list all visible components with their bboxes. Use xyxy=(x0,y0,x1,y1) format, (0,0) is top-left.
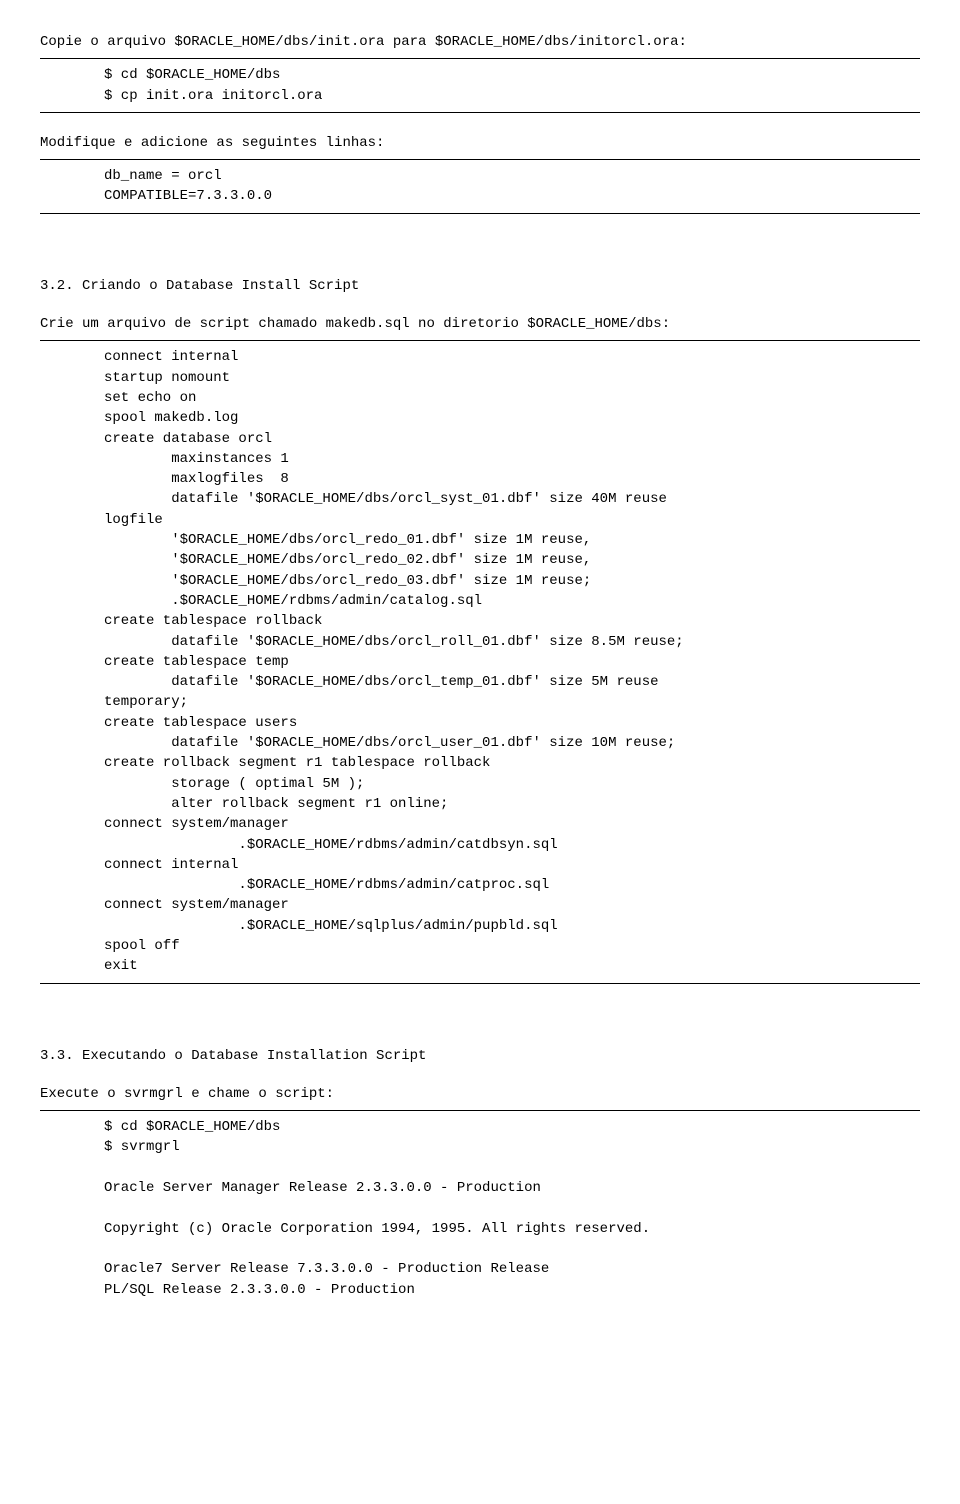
section-3-3-line: Execute o svrmgrl e chame o script: xyxy=(40,1084,920,1104)
section-3-2-line: Crie um arquivo de script chamado makedb… xyxy=(40,314,920,334)
code-block-makedb: connect internal startup nomount set ech… xyxy=(40,347,920,976)
separator xyxy=(40,1110,920,1111)
code-block-cd-cp: $ cd $ORACLE_HOME/dbs $ cp init.ora init… xyxy=(40,65,920,106)
code-block-svrmgrl: $ cd $ORACLE_HOME/dbs $ svrmgrl Oracle S… xyxy=(40,1117,920,1300)
intro-copy-line: Copie o arquivo $ORACLE_HOME/dbs/init.or… xyxy=(40,32,920,52)
modify-line: Modifique e adicione as seguintes linhas… xyxy=(40,133,920,153)
separator xyxy=(40,340,920,341)
separator xyxy=(40,213,920,214)
code-block-dbname: db_name = orcl COMPATIBLE=7.3.3.0.0 xyxy=(40,166,920,207)
section-3-3-title: 3.3. Executando o Database Installation … xyxy=(40,1046,920,1066)
separator xyxy=(40,159,920,160)
separator xyxy=(40,112,920,113)
separator xyxy=(40,983,920,984)
section-3-2-title: 3.2. Criando o Database Install Script xyxy=(40,276,920,296)
separator xyxy=(40,58,920,59)
